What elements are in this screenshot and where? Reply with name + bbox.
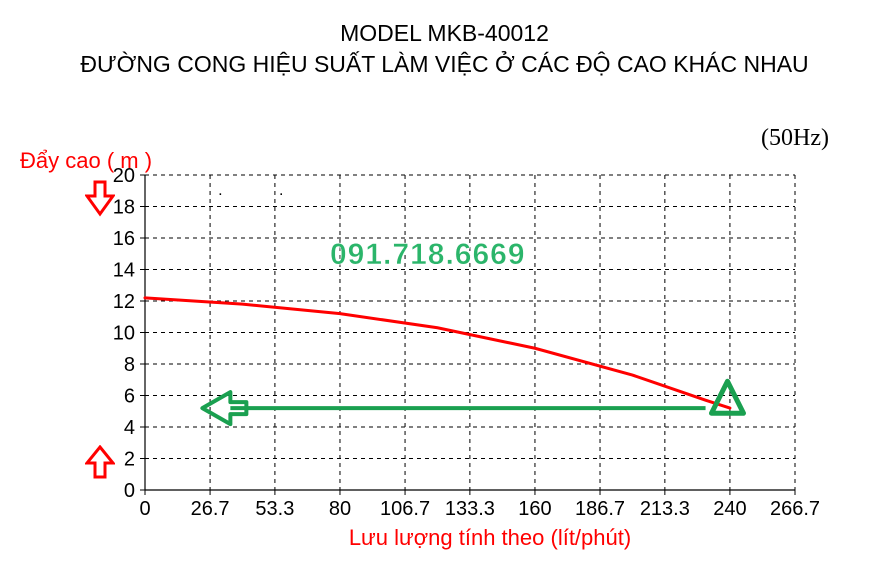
performance-chart: 0 2 4 6 8 10 12 14 16 18 20 0 26.7 53.3 80 106.7 133.3 16… bbox=[0, 0, 889, 560]
y-tick-label: 18 bbox=[113, 197, 135, 219]
y-tick-label: 8 bbox=[124, 354, 135, 376]
y-tick-label: 4 bbox=[124, 417, 135, 439]
x-tick-label: 106.7 bbox=[380, 498, 430, 520]
y-tick-label: 0 bbox=[124, 480, 135, 502]
x-tick-label: 266.7 bbox=[770, 498, 820, 520]
y-tick-label: 2 bbox=[124, 449, 135, 471]
x-tick-label: 213.3 bbox=[640, 498, 690, 520]
x-tick-label: 53.3 bbox=[255, 498, 294, 520]
performance-curve bbox=[145, 298, 730, 408]
x-tick-label: 0 bbox=[139, 498, 150, 520]
decor-mark: . bbox=[279, 182, 283, 199]
x-tick-label: 186.7 bbox=[575, 498, 625, 520]
y-tick-label: 6 bbox=[124, 386, 135, 408]
x-axis-title: Lưu lượng tính theo (lít/phút) bbox=[300, 525, 680, 551]
y-tick-label: 14 bbox=[113, 260, 135, 282]
y-tick-label: 10 bbox=[113, 323, 135, 345]
y-tick-label: 12 bbox=[113, 291, 135, 313]
decor-mark: . bbox=[218, 182, 222, 199]
x-tick-label: 133.3 bbox=[445, 498, 495, 520]
phone-overlay: 091.718.6669 bbox=[330, 238, 526, 272]
y-tick-label: 20 bbox=[113, 165, 135, 187]
x-tick-label: 26.7 bbox=[191, 498, 230, 520]
y-tick-label: 16 bbox=[113, 228, 135, 250]
x-tick-label: 80 bbox=[329, 498, 351, 520]
x-tick-label: 160 bbox=[518, 498, 551, 520]
x-tick-label: 240 bbox=[713, 498, 746, 520]
